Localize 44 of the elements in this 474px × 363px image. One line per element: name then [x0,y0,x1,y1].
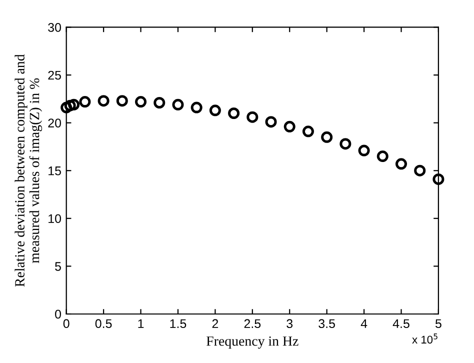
x-tick-label: 0 [63,319,70,328]
y-tick-label: 30 [48,23,62,32]
x-tick-label: 5 [435,319,442,328]
point [376,150,388,162]
point [154,96,166,109]
point [321,131,333,143]
x-tick-label: 3 [286,319,293,328]
point [68,98,80,110]
point [246,111,258,123]
y-tick-label: 20 [48,118,62,128]
x-axis-title: Frequency in Hz [206,336,298,349]
x-tick-label: 4 [360,319,368,328]
point [135,96,147,108]
y-tick-label: 15 [48,166,61,176]
y-axis-title: Relative deviation between computed and measured values of imag(Z) in % [14,54,42,287]
point [172,98,184,110]
point [228,107,240,120]
point [209,104,221,116]
text: x 10$^{5}$ [412,334,438,344]
point [284,120,296,132]
x-tick-label: 1.5 [170,319,186,328]
point [190,102,202,114]
x-tick-label: 3.5 [318,319,335,328]
point [60,102,72,114]
x-tick-label: 0.5 [95,319,112,328]
y-tick-label: 25 [48,70,61,80]
point [265,116,277,128]
x-tick-label: 4.5 [392,319,410,328]
point [395,158,408,170]
point [98,95,110,107]
point [302,126,314,138]
y-tick-label: 5 [55,262,61,271]
point [340,138,352,150]
y-tick-label: 10 [48,214,62,224]
x-tick-label: 2 [212,319,218,328]
point [116,95,128,107]
point [414,164,426,176]
x-tick-label: 1 [138,319,144,328]
point [358,144,370,156]
point [432,173,444,185]
point [79,96,91,108]
y-tick-label: 0 [55,310,62,319]
point [64,100,76,112]
x-tick-label: 2.5 [244,319,261,328]
